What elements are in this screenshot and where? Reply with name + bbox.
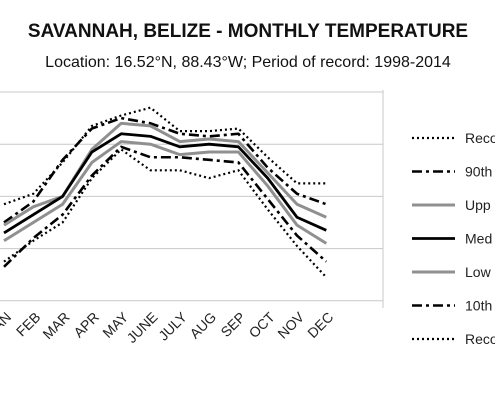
- legend-label: Reco: [465, 130, 495, 146]
- x-tick-label: JULY: [155, 308, 190, 343]
- x-tick-label: FEB: [13, 309, 44, 340]
- series-line-3: [3, 132, 327, 235]
- x-tick-label: JAN: [0, 309, 14, 339]
- series-line-5: [3, 145, 328, 268]
- x-tick-label: NOV: [274, 308, 307, 341]
- legend-label: Low: [465, 264, 492, 280]
- x-tick-label: JUNE: [123, 309, 160, 346]
- x-tick-label: APR: [70, 309, 102, 341]
- series-line-1: [3, 116, 327, 224]
- series-line-6: [3, 148, 328, 279]
- x-tick-label: OCT: [246, 308, 279, 341]
- legend-label: Reco: [465, 331, 495, 347]
- x-tick-label: SEP: [217, 309, 248, 340]
- legend-label: Upp: [465, 197, 491, 213]
- x-tick-label: AUG: [186, 309, 219, 342]
- legend-label: 10th: [465, 298, 492, 314]
- legend: Reco 90th Upp Med Low 10th Reco: [412, 130, 495, 347]
- chart-subtitle: Location: 16.52°N, 88.43°W; Period of re…: [45, 54, 451, 71]
- series-line-4: [3, 140, 328, 245]
- series-lines: [3, 106, 328, 279]
- x-tick-label: DEC: [304, 309, 336, 341]
- legend-label: Med: [465, 231, 492, 247]
- x-tick-label: MAR: [39, 309, 72, 342]
- chart-title: SAVANNAH, BELIZE - MONTHLY TEMPERATURE: [28, 21, 468, 42]
- legend-label: 90th: [465, 164, 492, 180]
